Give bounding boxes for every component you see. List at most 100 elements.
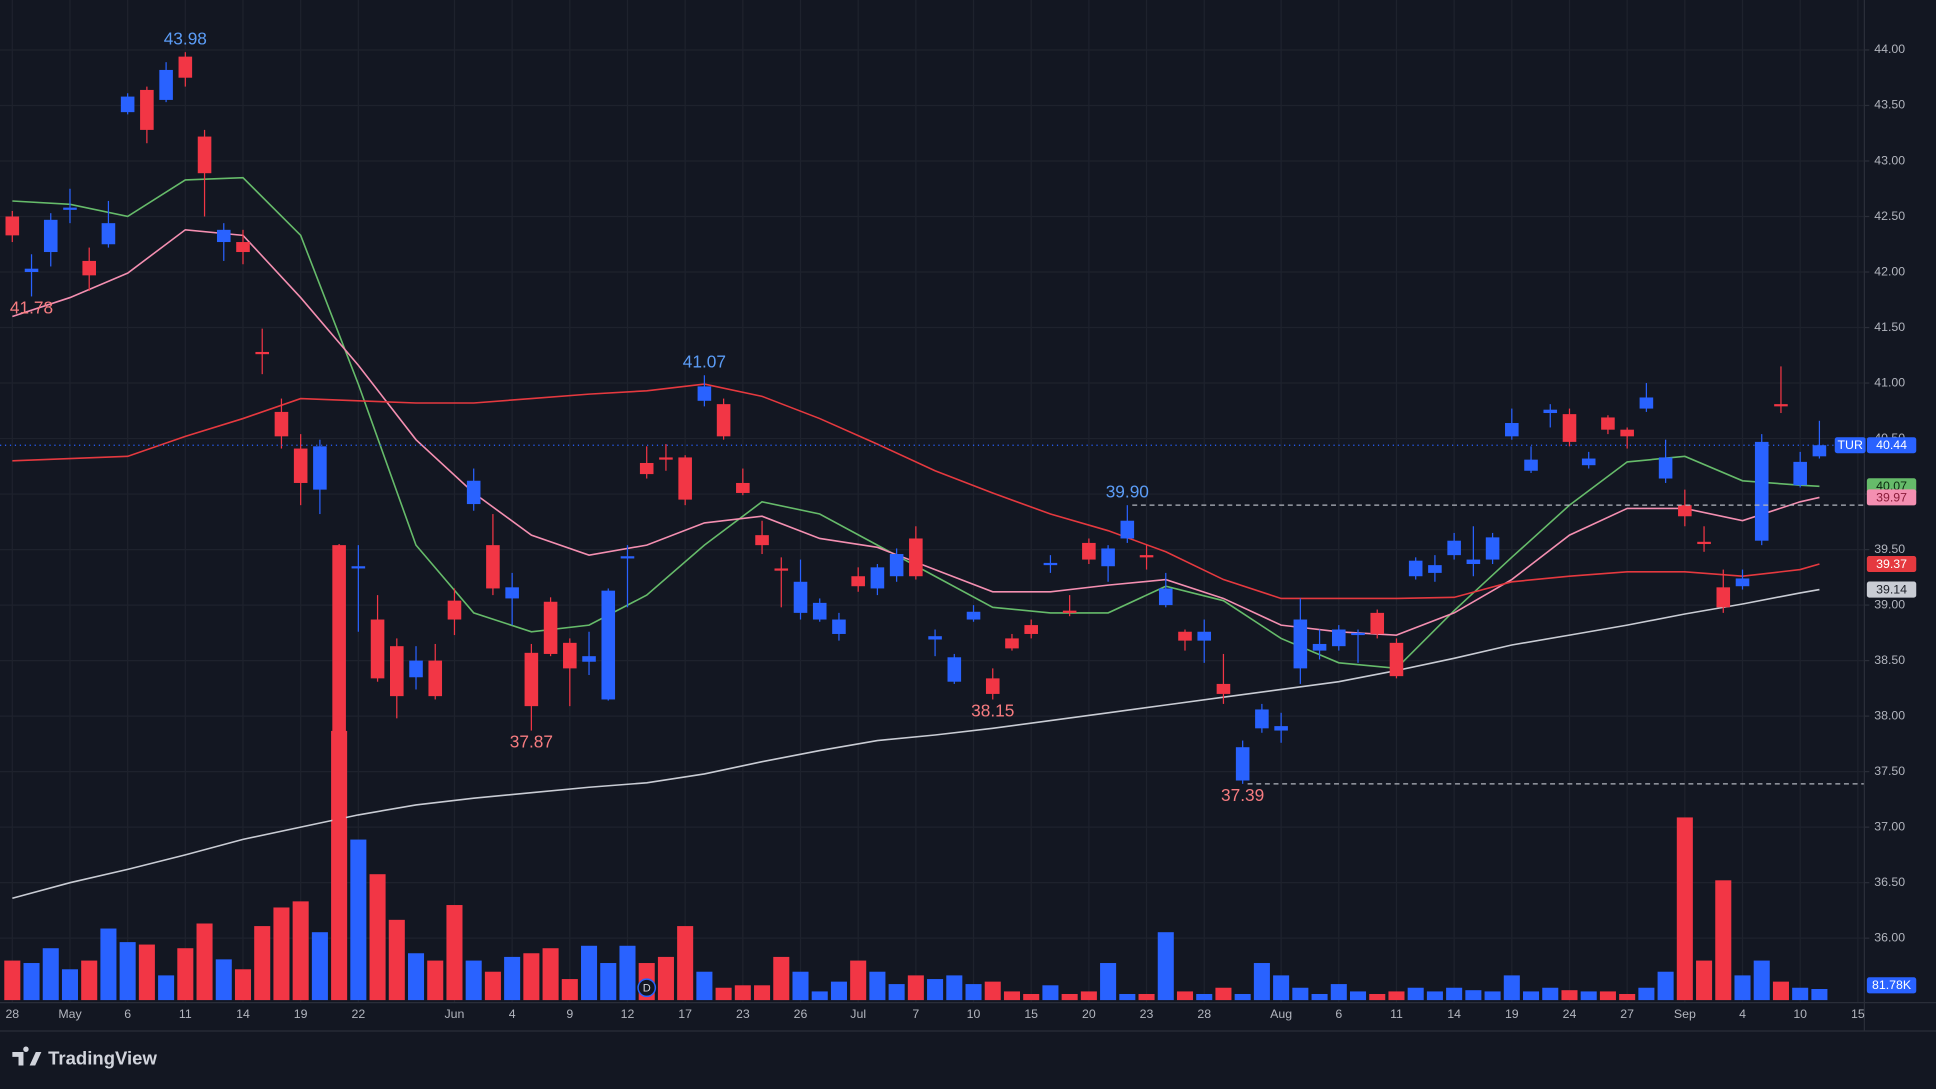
candles: [5, 52, 1827, 905]
volume-bar: [1657, 971, 1674, 1001]
volume-bar: [657, 956, 674, 1001]
candle-body: [1024, 625, 1038, 634]
candle-body: [1216, 683, 1231, 694]
candle-body: [1447, 540, 1461, 556]
volume-bar: [311, 932, 328, 1001]
moving-average-line: [12, 383, 1820, 600]
candle-body: [697, 386, 712, 401]
candle-body: [1774, 404, 1788, 407]
high-low-label: 37.39: [1221, 785, 1264, 805]
y-tick-label: 38.00: [1874, 708, 1905, 722]
x-tick-label: 6: [1335, 1007, 1342, 1021]
x-tick-label: Jul: [850, 1007, 866, 1021]
volume-bar: [1100, 963, 1117, 1001]
candle-body: [120, 96, 135, 113]
volume-bar: [523, 953, 540, 1001]
volume-bar: [254, 926, 271, 1001]
volume-bar: [754, 985, 771, 1001]
x-tick-label: May: [58, 1007, 82, 1021]
volume-bar: [1407, 987, 1424, 1001]
candle-body: [159, 69, 173, 100]
candle-body: [1716, 587, 1731, 608]
volume-bar: [61, 969, 79, 1001]
candle-body: [851, 576, 865, 587]
volume-bar: [1638, 987, 1655, 1001]
y-tick-label: 37.50: [1874, 764, 1905, 778]
candle-body: [678, 457, 692, 500]
volume-bar: [946, 975, 963, 1001]
candle-body: [947, 657, 962, 682]
candle-body: [255, 351, 270, 355]
candle-body: [140, 89, 154, 130]
volume-bar: [1138, 993, 1155, 1001]
volume-bar: [504, 956, 521, 1001]
candle-body: [1332, 629, 1346, 647]
candle-body: [1505, 423, 1519, 437]
volume-bar: [542, 948, 559, 1001]
candle-body: [1351, 632, 1365, 636]
y-tick-label: 43.50: [1874, 98, 1905, 112]
volume-bar: [1446, 987, 1463, 1001]
candle-body: [409, 660, 423, 678]
moving-average-line: [12, 176, 1820, 670]
volume-bar: [984, 981, 1001, 1001]
high-low-label: 41.07: [683, 351, 726, 371]
y-tick-label: 36.00: [1874, 930, 1905, 944]
volume-bar: [446, 905, 463, 1001]
candle-body: [505, 587, 519, 599]
volume-bar: [1157, 932, 1174, 1001]
volume-bar: [350, 839, 367, 1001]
candle-body: [1120, 520, 1135, 539]
y-tick-label: 37.00: [1874, 819, 1905, 833]
candle-body: [466, 480, 481, 505]
dividend-label[interactable]: D: [643, 982, 651, 994]
candle-body: [755, 535, 769, 546]
high-low-label: 37.87: [510, 731, 553, 751]
candle-body: [1370, 612, 1385, 634]
x-tick-label: 11: [179, 1007, 192, 1021]
volume-bar: [1523, 991, 1540, 1001]
volume-bar: [1023, 993, 1040, 1001]
x-tick-label: 11: [1390, 1007, 1403, 1021]
x-tick-label: 22: [351, 1007, 365, 1021]
volume-bar: [1042, 985, 1059, 1001]
volume-bar: [734, 985, 751, 1001]
candle-body: [197, 136, 212, 174]
moving-average-line: [12, 228, 1820, 636]
volume-bar: [927, 979, 944, 1001]
candle-body: [1562, 414, 1577, 442]
volume-bar: [484, 971, 501, 1001]
volume-bar: [1253, 963, 1270, 1001]
candle-body: [639, 462, 654, 475]
candle-body: [1658, 457, 1673, 479]
volume-bar: [1715, 880, 1732, 1001]
volume-bar: [407, 953, 425, 1001]
dividend-marker[interactable]: [637, 978, 657, 998]
candle-body: [43, 219, 58, 253]
volume-bar: [830, 981, 847, 1001]
volume-bar: [1676, 817, 1693, 1001]
candle-body: [832, 619, 846, 634]
volume-bar: [1330, 984, 1347, 1001]
volume-bar: [1503, 975, 1520, 1001]
moving-average-tag-bg: [1866, 555, 1917, 573]
x-tick-label: 20: [1082, 1007, 1096, 1021]
candle-body: [1754, 441, 1769, 541]
candle-body: [1485, 537, 1500, 560]
volume-bar: [1542, 987, 1559, 1001]
brand-logo[interactable]: TradingView: [12, 1046, 157, 1069]
x-tick-label: Aug: [1270, 1007, 1292, 1021]
candle-body: [563, 642, 577, 669]
candle-body: [1158, 588, 1173, 606]
candle-body: [870, 567, 885, 589]
x-tick-label: 14: [1447, 1007, 1461, 1021]
x-tick-label: 28: [1197, 1007, 1211, 1021]
x-tick-label: Sep: [1674, 1007, 1696, 1021]
candle-body: [659, 457, 673, 460]
candle-body: [793, 581, 808, 613]
candle-body: [1235, 747, 1250, 781]
volume-bar: [4, 960, 21, 1001]
candle-body: [236, 242, 250, 253]
candle-body: [774, 568, 789, 571]
candle-body: [1524, 459, 1538, 471]
